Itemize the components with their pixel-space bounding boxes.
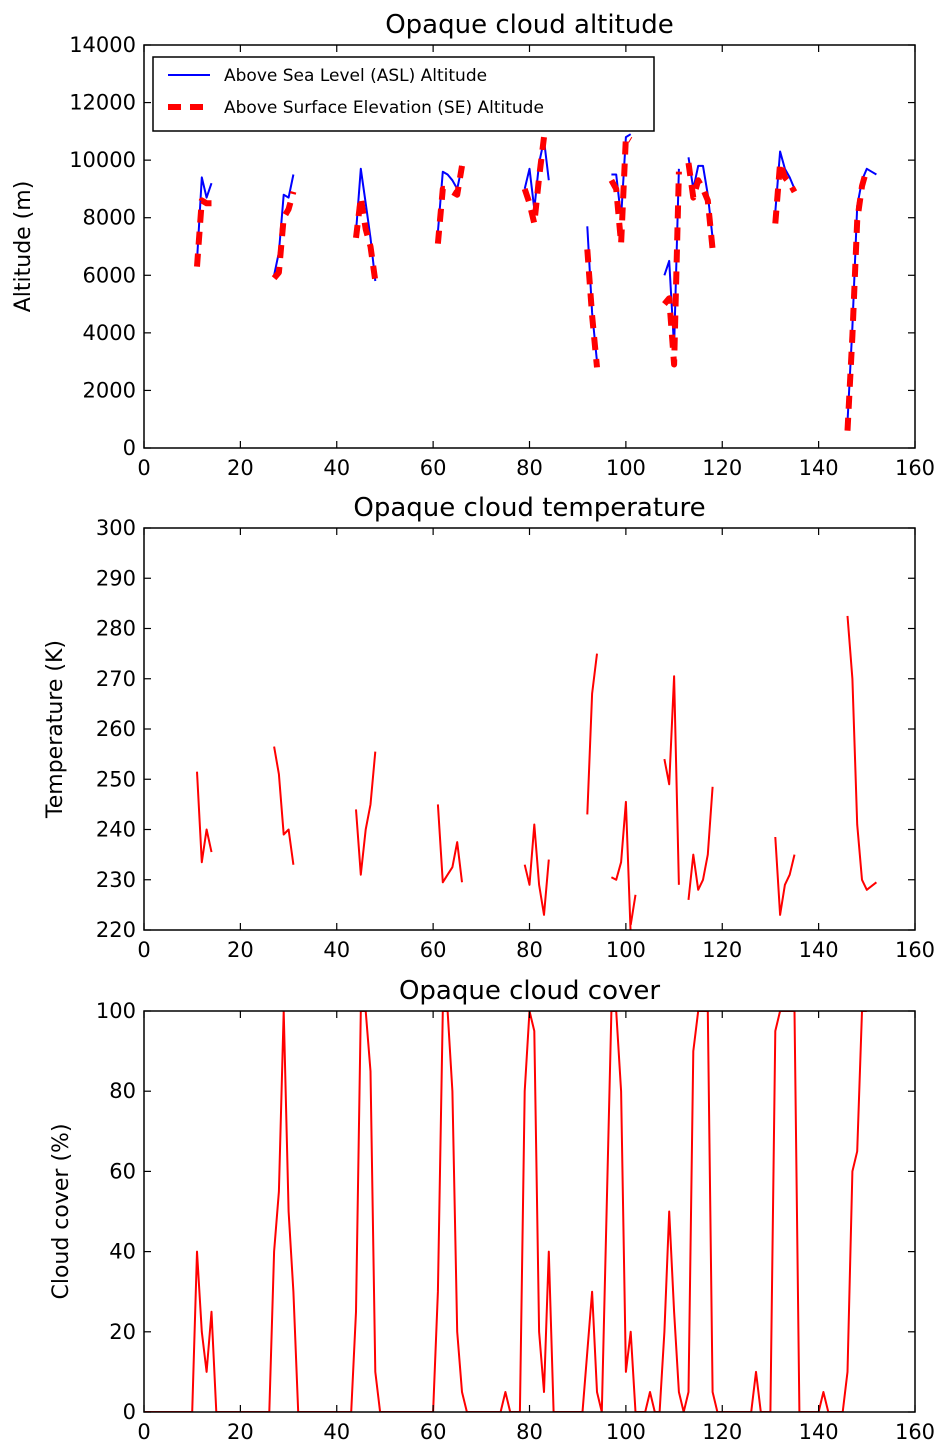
x-tick-label: 20 (227, 1420, 254, 1444)
y-tick-label: 20 (109, 1320, 136, 1344)
series-2-line-7 (608, 134, 633, 247)
x-tick-label: 140 (799, 1420, 839, 1444)
x-tick-label: 80 (516, 938, 543, 962)
x-tick-label: 120 (702, 1420, 742, 1444)
y-tick-label: 270 (96, 667, 136, 691)
series-1-line-3 (355, 751, 377, 876)
x-tick-label: 40 (323, 1420, 350, 1444)
x-tick-label: 80 (516, 456, 543, 480)
series-group (144, 1011, 867, 1412)
series-2-line-9 (685, 162, 716, 250)
x-tick-label: 20 (227, 938, 254, 962)
x-tick-label: 160 (895, 938, 935, 962)
x-tick-label: 140 (799, 456, 839, 480)
y-tick-label: 260 (96, 717, 136, 741)
y-tick-label: 14000 (69, 33, 136, 57)
series-1-line-1 (196, 771, 213, 864)
series-1-line-10 (687, 786, 714, 901)
y-tick-label: 8000 (83, 206, 136, 230)
y-tick-label: 80 (109, 1079, 136, 1103)
y-tick-label: 6000 (83, 263, 136, 287)
y-tick-label: 250 (96, 767, 136, 791)
legend-label-1: Above Sea Level (ASL) Altitude (224, 66, 487, 86)
series-1-line-4 (436, 165, 463, 233)
y-tick-label: 290 (96, 566, 136, 590)
y-axis-label: Cloud cover (%) (49, 1123, 74, 1299)
legend-box (152, 56, 655, 132)
y-tick-label: 300 (96, 516, 136, 540)
chart-title: Opaque cloud altitude (385, 10, 674, 40)
x-tick-label: 100 (606, 938, 646, 962)
legend: Above Sea Level (ASL) Altitude Above Surf… (152, 56, 655, 132)
x-tick-label: 100 (606, 1420, 646, 1444)
series-2-line-6 (584, 249, 600, 368)
y-tick-label: 240 (96, 818, 136, 842)
series-1-line-2 (273, 746, 295, 865)
x-tick-label: 0 (137, 938, 150, 962)
y-axis-label: Temperature (K) (43, 640, 68, 819)
y-tick-label: 0 (123, 436, 136, 460)
y-tick-label: 4000 (83, 321, 136, 345)
y-tick-label: 40 (109, 1240, 136, 1264)
legend-label-2: Above Surface Elevation (SE) Altitude (224, 98, 544, 118)
chart-panel-3: 0 20 40 60 80 100 120 140 160 0 20 40 60 80 100 Opaque … (49, 976, 935, 1444)
x-tick-label: 120 (702, 456, 742, 480)
plot-frame (143, 527, 916, 931)
series-1-line-7 (610, 800, 632, 930)
x-tick-label: 0 (137, 1420, 150, 1444)
series-2-line-10 (772, 160, 798, 224)
y-axis-label: Altitude (m) (11, 181, 36, 313)
series-1-line-10 (774, 150, 796, 213)
x-tick-label: 40 (323, 938, 350, 962)
x-tick-label: 120 (702, 938, 742, 962)
series-2-line-5 (521, 136, 547, 227)
series-2-line-11 (844, 167, 870, 431)
y-tick-label: 230 (96, 868, 136, 892)
y-tick-label: 12000 (69, 91, 136, 115)
x-tick-label: 160 (895, 1420, 935, 1444)
series-1-line-8 (629, 894, 637, 926)
series-1-line-9 (663, 675, 680, 885)
series-2-line-2 (271, 190, 297, 281)
chart-title: Opaque cloud cover (399, 976, 660, 1006)
x-tick-label: 60 (420, 938, 447, 962)
y-tick-label: 100 (96, 999, 136, 1023)
x-tick-label: 160 (895, 456, 935, 480)
y-tick-label: 0 (123, 1400, 136, 1424)
series-group (196, 615, 878, 930)
series-1-line-1 (144, 1011, 867, 1412)
series-1-line-11 (774, 836, 796, 916)
x-tick-label: 60 (420, 1420, 447, 1444)
series-2-line-3 (353, 194, 379, 282)
series-1-line-2 (273, 174, 295, 276)
chart-title: Opaque cloud temperature (353, 493, 705, 523)
y-tick-label: 280 (96, 617, 136, 641)
x-tick-label: 40 (323, 456, 350, 480)
series-2-line-1 (194, 197, 212, 267)
y-tick-label: 220 (96, 918, 136, 942)
y-tick-label: 2000 (83, 378, 136, 402)
series-1-line-12 (846, 615, 878, 891)
y-tick-label: 60 (109, 1159, 136, 1183)
series-2-line-4 (434, 165, 465, 244)
chart-panel-2: 0 20 40 60 80 100 120 140 160 220 230 240 250 260 270 2… (43, 493, 935, 962)
x-tick-label: 0 (137, 456, 150, 480)
series-group (194, 133, 877, 431)
series-1-line-5 (523, 823, 550, 916)
series-1-line-4 (436, 804, 463, 884)
y-tick-label: 10000 (69, 148, 136, 172)
series-2-line-8 (662, 171, 682, 368)
x-tick-label: 60 (420, 456, 447, 480)
x-tick-label: 140 (799, 938, 839, 962)
x-tick-label: 20 (227, 456, 254, 480)
series-1-line-6 (586, 653, 598, 815)
x-tick-label: 80 (516, 1420, 543, 1444)
chart-panel-1: 0 20 40 60 80 100 120 140 160 0 2000 4000 6000 8000 10… (11, 10, 935, 480)
x-tick-label: 100 (606, 456, 646, 480)
